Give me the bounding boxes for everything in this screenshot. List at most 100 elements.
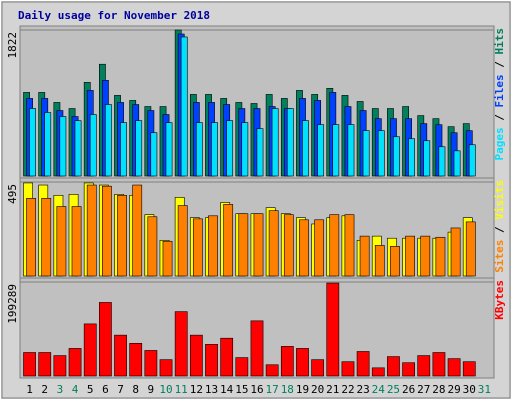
bar	[220, 337, 234, 377]
bar	[120, 122, 127, 177]
bar	[117, 194, 127, 277]
bar	[387, 356, 400, 377]
bar	[317, 124, 325, 177]
chart-title: Daily usage for November 2018	[18, 9, 210, 22]
legend-entry: Hits	[493, 28, 506, 55]
x-tick-label: 23	[357, 383, 370, 396]
bar	[99, 302, 112, 377]
bar	[135, 120, 143, 177]
y-tick-label: 199289	[6, 284, 19, 324]
bar	[74, 120, 82, 177]
x-tick-label: 14	[220, 383, 234, 396]
bar	[195, 122, 203, 177]
bar	[296, 348, 309, 377]
bar	[377, 130, 385, 177]
bar	[359, 235, 370, 277]
x-tick-label: 10	[159, 383, 172, 396]
bar	[265, 364, 279, 377]
x-tick-label: 9	[148, 383, 155, 396]
bar	[465, 221, 476, 277]
bar	[162, 240, 173, 277]
x-tick-label: 18	[281, 383, 294, 396]
bar	[402, 362, 415, 377]
bar	[374, 245, 385, 277]
legend-entry: Sites	[493, 240, 506, 273]
bar	[26, 198, 36, 277]
bar	[147, 216, 158, 277]
bar	[332, 124, 340, 177]
bar	[344, 214, 355, 277]
legend: KBytes	[493, 280, 506, 320]
bar	[286, 108, 294, 177]
x-tick-label: 1	[26, 383, 33, 396]
x-tick-label: 28	[432, 383, 445, 396]
bar	[53, 355, 67, 377]
bar	[83, 323, 97, 377]
bar	[38, 352, 52, 377]
bar	[56, 206, 67, 277]
bar	[283, 214, 294, 277]
x-tick-label: 2	[41, 383, 48, 396]
bar	[256, 128, 264, 177]
bar	[432, 352, 446, 377]
x-tick-label: 5	[87, 383, 94, 396]
legend-separator: /	[493, 55, 506, 75]
x-tick-label: 20	[311, 383, 324, 396]
x-tick-label: 25	[387, 383, 400, 396]
legend: Pages / Files / Hits	[493, 28, 506, 161]
bar	[86, 184, 97, 277]
bar	[211, 122, 218, 177]
bar	[393, 136, 400, 177]
legend-entry: KBytes	[493, 280, 506, 320]
bar	[347, 124, 355, 177]
bar	[59, 116, 67, 177]
legend-entry: Files	[493, 74, 506, 107]
bar	[23, 352, 36, 377]
bar	[356, 351, 370, 377]
legend: Sites / Visits	[493, 180, 506, 273]
bar	[102, 185, 112, 277]
bar	[341, 361, 355, 377]
legend-separator: /	[493, 108, 506, 128]
bar	[329, 214, 340, 277]
x-tick-label: 30	[463, 383, 476, 396]
bar	[253, 213, 264, 277]
bar	[390, 246, 400, 277]
x-tick-label: 3	[57, 383, 64, 396]
bar	[114, 334, 127, 377]
x-tick-label: 31	[478, 383, 491, 396]
bar	[132, 184, 143, 277]
x-tick-label: 27	[417, 383, 430, 396]
bar	[205, 344, 218, 377]
bar	[238, 213, 249, 277]
legend-entry: Pages	[493, 127, 506, 160]
bar	[226, 120, 234, 177]
bar	[420, 235, 431, 277]
bar	[129, 343, 143, 377]
bar	[417, 355, 431, 377]
bar	[268, 210, 279, 277]
bar	[180, 36, 188, 177]
bar	[447, 358, 461, 377]
legend-separator: /	[493, 220, 506, 240]
bar	[29, 108, 36, 177]
bar	[468, 144, 476, 177]
x-tick-label: 19	[296, 383, 309, 396]
bar	[299, 219, 309, 277]
bar	[453, 150, 461, 177]
bar	[280, 346, 294, 377]
bar	[68, 348, 82, 377]
bar	[144, 350, 158, 377]
bar	[150, 132, 158, 177]
bar	[241, 122, 249, 177]
bar	[208, 215, 218, 277]
x-tick-label: 12	[190, 383, 203, 396]
bar	[71, 206, 82, 277]
bar	[462, 361, 476, 377]
bar	[408, 138, 415, 177]
bar	[438, 146, 446, 177]
bar	[235, 357, 249, 377]
bar	[89, 114, 97, 177]
